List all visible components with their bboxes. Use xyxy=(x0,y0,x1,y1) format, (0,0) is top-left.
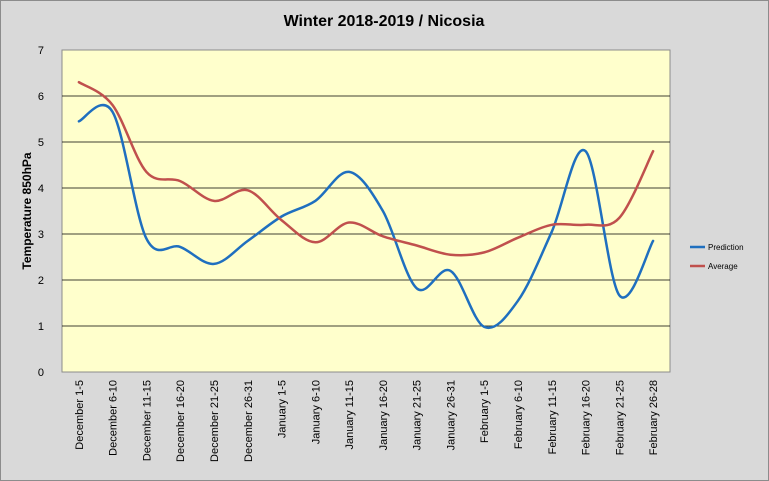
x-tick-label: January 26-31 xyxy=(445,380,457,450)
y-tick-label: 4 xyxy=(38,183,44,195)
x-axis-ticks: December 1-5 December 6-10 December 11-15 D… xyxy=(74,380,660,462)
x-tick-label: December 11-15 xyxy=(141,380,153,461)
y-axis-ticks: 0 1 2 3 4 5 6 7 xyxy=(38,45,44,379)
y-tick-label: 5 xyxy=(38,137,44,149)
x-tick-label: December 6-10 xyxy=(108,380,120,456)
grid-lines xyxy=(62,95,670,327)
x-tick-label: February 21-25 xyxy=(614,380,626,455)
x-tick-label: February 16-20 xyxy=(581,380,593,455)
y-tick-label: 0 xyxy=(38,367,44,379)
y-tick-label: 6 xyxy=(38,91,44,103)
series-lines xyxy=(77,80,655,330)
plot-area xyxy=(61,49,671,373)
x-tick-label: January 6-10 xyxy=(310,380,322,444)
x-tick-label: January 21-25 xyxy=(412,380,424,450)
x-tick-label: January 11-15 xyxy=(344,380,356,450)
y-tick-label: 3 xyxy=(38,229,44,241)
y-tick-label: 7 xyxy=(38,45,44,57)
x-tick-label: December 1-5 xyxy=(74,380,86,450)
chart-title: Winter 2018-2019 / Nicosia xyxy=(284,13,485,30)
x-tick-label: February 1-5 xyxy=(479,380,491,443)
legend-label-prediction: Prediction xyxy=(708,243,744,252)
series-line-average xyxy=(77,80,655,257)
x-tick-label: February 26-28 xyxy=(648,380,660,455)
legend-label-average: Average xyxy=(708,262,738,271)
x-tick-label: December 26-31 xyxy=(243,380,255,462)
y-axis-label: Temperature 850hPa xyxy=(20,152,34,269)
x-tick-label: December 16-20 xyxy=(175,380,187,462)
x-tick-label: December 21-25 xyxy=(209,380,221,462)
x-tick-label: February 6-10 xyxy=(513,380,525,449)
series-line-prediction xyxy=(77,103,655,330)
y-tick-label: 2 xyxy=(38,275,44,287)
legend: Prediction Average xyxy=(690,243,744,271)
x-tick-label: January 16-20 xyxy=(378,380,390,450)
x-tick-label: February 11-15 xyxy=(547,380,559,454)
x-tick-label: January 1-5 xyxy=(277,380,289,438)
y-tick-label: 1 xyxy=(38,321,44,333)
